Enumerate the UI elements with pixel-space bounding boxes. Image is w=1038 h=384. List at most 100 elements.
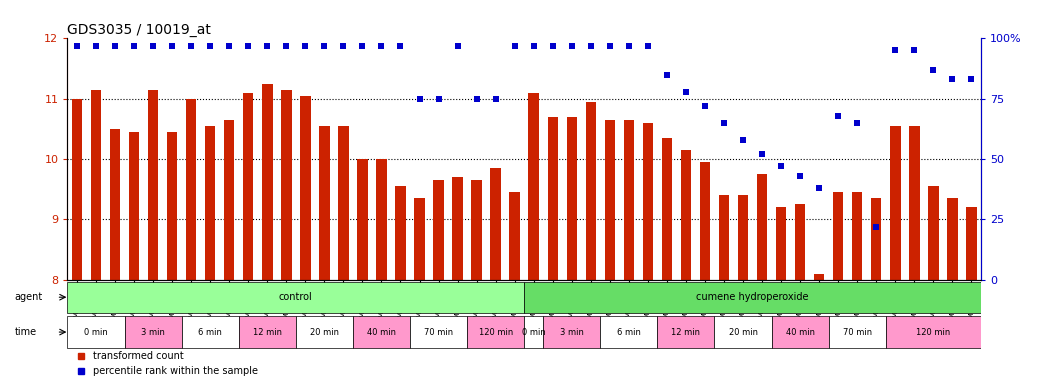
Point <box>868 223 884 230</box>
Bar <box>828 316 885 348</box>
Point <box>430 96 446 102</box>
Bar <box>300 96 310 280</box>
Point <box>373 43 389 49</box>
Bar <box>738 195 748 280</box>
Text: 12 min: 12 min <box>672 328 701 336</box>
Bar <box>125 316 182 348</box>
Bar <box>72 99 82 280</box>
Bar <box>814 274 824 280</box>
Point <box>754 151 770 157</box>
Bar <box>319 126 330 280</box>
Point <box>525 43 542 49</box>
Point <box>221 43 238 49</box>
Bar <box>524 316 543 348</box>
Bar <box>657 316 714 348</box>
Point <box>507 43 523 49</box>
Bar <box>490 168 501 280</box>
Point <box>392 43 409 49</box>
Bar <box>453 177 463 280</box>
Point <box>126 43 142 49</box>
Bar <box>414 198 425 280</box>
Bar <box>182 316 239 348</box>
Text: 70 min: 70 min <box>424 328 454 336</box>
Point <box>715 120 732 126</box>
Text: GDS3035 / 10019_at: GDS3035 / 10019_at <box>67 23 212 37</box>
Bar <box>239 316 296 348</box>
Bar <box>167 132 177 280</box>
Bar <box>357 159 367 280</box>
Bar <box>524 281 981 313</box>
Bar <box>871 198 881 280</box>
Text: 20 min: 20 min <box>310 328 338 336</box>
Bar <box>110 129 120 280</box>
Bar <box>376 159 387 280</box>
Text: 40 min: 40 min <box>786 328 815 336</box>
Bar <box>224 120 235 280</box>
Bar <box>600 316 657 348</box>
Text: 6 min: 6 min <box>198 328 222 336</box>
Text: cumene hydroperoxide: cumene hydroperoxide <box>696 292 809 302</box>
Text: control: control <box>279 292 312 302</box>
Point <box>601 43 618 49</box>
Bar <box>129 132 139 280</box>
Point <box>164 43 181 49</box>
Bar <box>775 207 787 280</box>
Text: 0 min: 0 min <box>522 328 546 336</box>
Bar <box>90 90 102 280</box>
Bar <box>643 123 653 280</box>
Point <box>87 43 104 49</box>
Text: transformed count: transformed count <box>93 351 184 361</box>
Text: 12 min: 12 min <box>253 328 281 336</box>
Bar <box>909 126 920 280</box>
Point <box>258 43 275 49</box>
Text: 20 min: 20 min <box>729 328 758 336</box>
Text: 120 min: 120 min <box>479 328 513 336</box>
Point <box>772 163 789 169</box>
Bar <box>947 198 958 280</box>
Point <box>144 43 161 49</box>
Bar <box>852 192 863 280</box>
Bar <box>510 192 520 280</box>
Bar <box>757 174 767 280</box>
Bar <box>262 84 273 280</box>
Point <box>564 43 580 49</box>
Point <box>639 43 656 49</box>
Point <box>354 43 371 49</box>
Point <box>201 43 218 49</box>
Text: time: time <box>15 327 36 337</box>
Point <box>544 43 561 49</box>
Bar <box>714 316 771 348</box>
Bar <box>147 90 159 280</box>
Text: 40 min: 40 min <box>367 328 395 336</box>
Bar <box>604 120 616 280</box>
Bar <box>585 102 596 280</box>
Point <box>316 43 332 49</box>
Bar <box>186 99 196 280</box>
Bar <box>395 186 406 280</box>
Point <box>69 43 85 49</box>
Point <box>335 43 352 49</box>
Text: 70 min: 70 min <box>843 328 872 336</box>
Point <box>849 120 866 126</box>
Bar <box>243 93 253 280</box>
Bar <box>832 192 844 280</box>
Bar <box>543 316 600 348</box>
Bar <box>890 126 901 280</box>
Text: 3 min: 3 min <box>559 328 583 336</box>
Bar <box>67 316 125 348</box>
Bar <box>528 93 539 280</box>
Point <box>792 173 809 179</box>
Point <box>411 96 428 102</box>
Bar <box>353 316 410 348</box>
Text: percentile rank within the sample: percentile rank within the sample <box>93 366 258 376</box>
Point <box>735 137 752 143</box>
Bar <box>567 117 577 280</box>
Bar <box>771 316 828 348</box>
Point <box>944 76 960 83</box>
Bar <box>296 316 353 348</box>
Point <box>582 43 599 49</box>
Bar <box>67 281 524 313</box>
Bar <box>928 186 938 280</box>
Point <box>906 47 923 53</box>
Point <box>829 113 846 119</box>
